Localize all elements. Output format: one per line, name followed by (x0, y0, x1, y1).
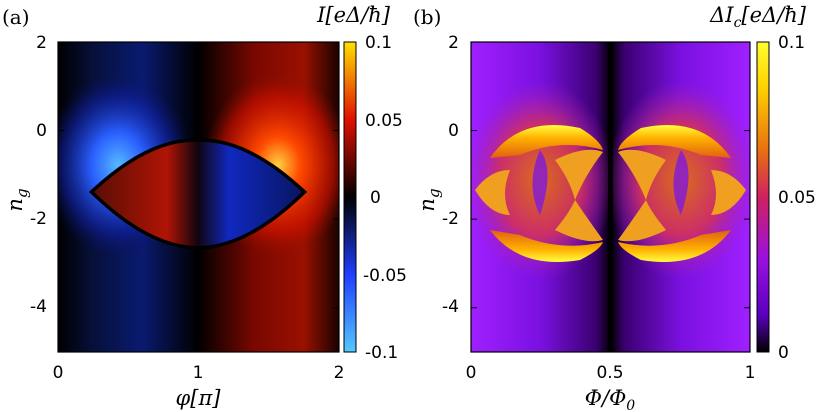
colorbar-tick-label-b: 0.1 (778, 33, 805, 53)
y-tick-label-b: 2 (448, 33, 459, 53)
x-axis-label-a: φ[π] (176, 386, 222, 410)
y-tick-label-a: 2 (36, 33, 47, 53)
ticks-b (470, 41, 751, 352)
y-tick-label-b: 0 (448, 121, 459, 141)
heatmap-a-lens (94, 141, 302, 246)
colorbar-a (343, 41, 357, 353)
colorbar-tick-label-a: 0.1 (365, 33, 392, 53)
x-tick-label-a: 1 (193, 363, 204, 383)
heatmap-b-crescent (490, 230, 603, 262)
heatmap-b-lobe (475, 170, 510, 215)
colorbar-b (756, 41, 770, 353)
heatmap-a (58, 42, 339, 352)
colorbar-tick-label-a: 0 (370, 188, 381, 208)
panel-b: (b) ΔIc[eΔ/ħ] (413, 3, 816, 412)
heatmap-b-notch (673, 150, 689, 215)
panel-label-b: (b) (413, 5, 441, 29)
x-tick-label-a: 0 (53, 363, 64, 383)
y-tick-label-a: 0 (36, 121, 47, 141)
panel-a: (a) I[eΔ/ħ] 2 0 -2 -4 0 1 2 φ[π] ng 0.1 … (2, 3, 407, 410)
colorbar-tick-label-a: 0.05 (365, 111, 403, 131)
heatmap-b-wing (555, 149, 603, 200)
y-tick-label-b: -2 (442, 209, 459, 229)
x-tick-label-b: 0.5 (596, 363, 623, 383)
heatmap-b-wing (618, 149, 666, 200)
heatmap-b-notch (532, 150, 548, 215)
colorbar-tick-label-b: 0 (778, 343, 789, 363)
x-tick-label-b: 1 (745, 363, 756, 383)
heatmap-b-wing (618, 200, 666, 242)
heatmap-b-crescent (618, 230, 731, 262)
y-tick-label-a: -2 (30, 209, 47, 229)
colorbar-tick-label-b: 0.05 (778, 188, 816, 208)
ticks-a (57, 41, 340, 352)
heatmap-b (471, 42, 750, 352)
colorbar-tick-label-a: -0.1 (365, 343, 398, 363)
y-tick-label-b: -4 (442, 297, 459, 317)
y-tick-label-a: -4 (30, 297, 47, 317)
x-tick-label-a: 2 (334, 363, 345, 383)
colorbar-title-b: ΔIc[eΔ/ħ] (709, 3, 807, 31)
heatmap-b-center-line (608, 42, 613, 352)
heatmap-b-crescent (490, 124, 603, 158)
panel-label-a: (a) (2, 5, 30, 29)
heatmap-b-lobe (711, 170, 746, 215)
colorbar-title-a: I[eΔ/ħ] (316, 3, 391, 27)
x-tick-label-b: 0 (466, 363, 477, 383)
heatmap-b-crescent (618, 124, 731, 158)
heatmap-b-wing (555, 200, 603, 242)
y-axis-label-a: ng (3, 188, 31, 211)
colorbar-tick-label-a: -0.05 (363, 266, 407, 286)
x-axis-label-b: Φ/Φ0 (585, 386, 636, 412)
y-axis-label-b: ng (415, 188, 443, 211)
